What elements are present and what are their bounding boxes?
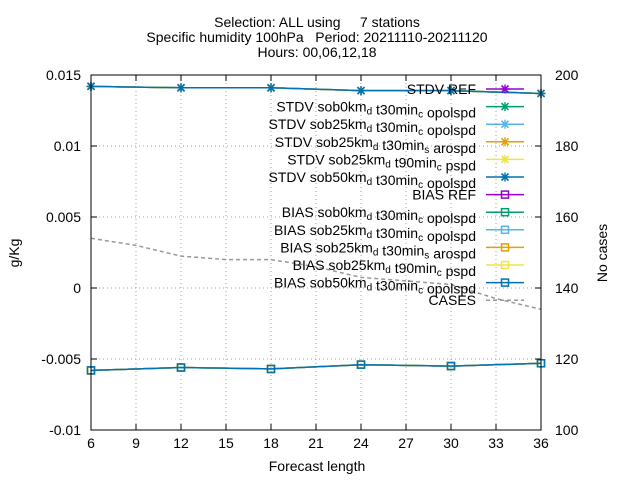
y2-tick-label: 120 (555, 351, 579, 367)
legend-marker (500, 207, 510, 217)
legend-marker (500, 154, 510, 164)
x-tick-label: 6 (87, 435, 95, 451)
legend-entry: STDV sob50kmd t30minc opolspd (269, 169, 524, 191)
legend-label: CASES (429, 292, 476, 308)
series-point-bias-sob50km-d-t30min-c-opolspd (356, 360, 366, 369)
y-tick-label: 0 (73, 280, 81, 296)
y-tick-label: 0.005 (46, 209, 81, 225)
legend-marker (500, 102, 510, 112)
title-line-1: Selection: ALL using 7 stations (214, 14, 420, 30)
chart-title: Selection: ALL using 7 stations Specific… (146, 14, 487, 60)
legend-marker (500, 225, 510, 235)
x-tick-label: 21 (308, 435, 324, 451)
x-axis-label: Forecast length (269, 458, 366, 474)
legend-entry: BIAS sob50kmd t30minc opolspd (274, 275, 524, 297)
y-tick-label: -0.01 (49, 422, 81, 438)
series-point-stdv-sob50km-d-t30min-c-opolspd (176, 83, 186, 93)
legend-marker (500, 119, 510, 129)
x-tick-label: 36 (533, 435, 549, 451)
series-point-stdv-sob50km-d-t30min-c-opolspd (266, 83, 276, 93)
x-tick-label: 30 (443, 435, 459, 451)
y-tick-label: -0.005 (41, 351, 81, 367)
x-tick-label: 15 (218, 435, 234, 451)
x-tick-label: 27 (398, 435, 414, 451)
grid (91, 75, 541, 430)
axis-ticks: 6 9 12 15 18 21 24 27 30 33 36 -0.01 -0.005 0 0.005 0.0… (41, 67, 578, 451)
y2-tick-label: 100 (555, 422, 579, 438)
legend-marker (500, 190, 510, 199)
x-tick-label: 9 (132, 435, 140, 451)
legend-label: STDV REF (407, 81, 476, 97)
y2-tick-label: 180 (555, 138, 579, 154)
series-point-bias-sob50km-d-t30min-c-opolspd (266, 364, 276, 374)
legend-entry: BIAS REF (412, 187, 524, 203)
y2-axis-label: No cases (594, 224, 610, 282)
legend-entry: CASES (429, 292, 524, 308)
series-line-bias-sob50km-d-t30min-c-opolspd (90, 362, 542, 372)
y2-tick-label: 200 (555, 67, 579, 83)
series-point-stdv-sob50km-d-t30min-c-opolspd (356, 86, 366, 96)
y2-tick-label: 140 (555, 280, 579, 296)
legend-marker (500, 137, 510, 147)
y-tick-label: 0.015 (46, 67, 81, 83)
cases-line (90, 237, 542, 311)
x-tick-label: 12 (173, 435, 189, 451)
legend-marker (500, 260, 510, 270)
y-axis-label: g/Kg (6, 239, 22, 268)
y-tick-label: 0.01 (54, 138, 81, 154)
legend-entry: STDV REF (407, 81, 524, 97)
series-line-stdv-sob50km-d-t30min-c-opolspd (90, 85, 542, 95)
legend-marker (500, 172, 510, 182)
x-tick-label: 18 (263, 435, 279, 451)
legend-marker (500, 278, 510, 287)
title-line-3: Hours: 00,06,12,18 (257, 44, 376, 60)
series-point-bias-sob50km-d-t30min-c-opolspd (446, 361, 456, 371)
series-point-stdv-sob50km-d-t30min-c-opolspd (446, 86, 456, 96)
legend-label: BIAS REF (412, 187, 476, 203)
title-line-2: Specific humidity 100hPa Period: 2021111… (146, 29, 487, 45)
x-tick-label: 33 (488, 435, 504, 451)
legend-marker (500, 243, 510, 252)
x-tick-label: 24 (353, 435, 369, 451)
legend-marker (500, 84, 510, 94)
y2-tick-label: 160 (555, 209, 579, 225)
series-point-bias-sob50km-d-t30min-c-opolspd (176, 363, 186, 372)
